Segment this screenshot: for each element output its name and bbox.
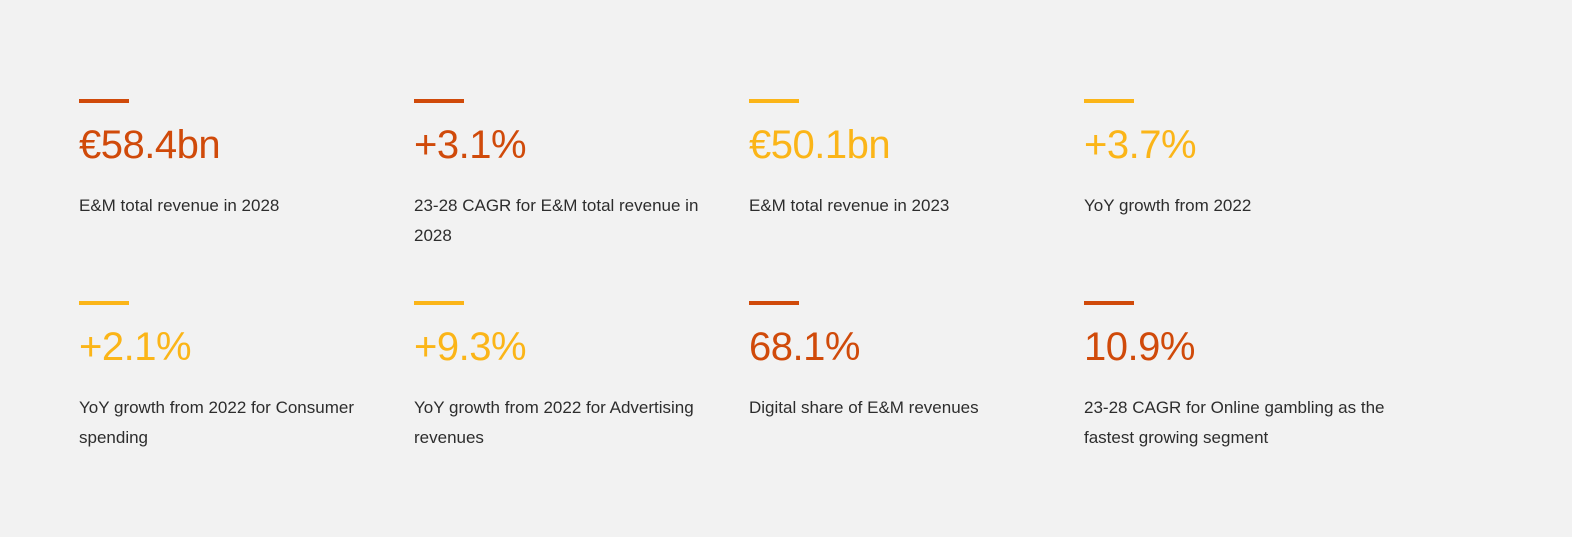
stat-description: YoY growth from 2022 for Advertising rev… xyxy=(414,398,694,447)
stat-description: 23-28 CAGR for E&M total revenue in 2028 xyxy=(414,196,699,245)
stat-card-digital-share: 68.1% Digital share of E&M revenues xyxy=(749,301,1084,503)
stat-value: 10.9% xyxy=(1084,325,1195,369)
stat-value: +2.1% xyxy=(79,325,192,369)
stats-row-1: €58.4bn E&M total revenue in 2028 +3.1% … xyxy=(79,99,1419,301)
stat-description: E&M total revenue in 2023 xyxy=(749,196,950,215)
stat-card-revenue-2028: €58.4bn E&M total revenue in 2028 xyxy=(79,99,414,301)
stat-description: 23-28 CAGR for Online gambling as the fa… xyxy=(1084,398,1385,447)
stat-card-online-gambling: 10.9% 23-28 CAGR for Online gambling as … xyxy=(1084,301,1419,503)
stat-card-consumer-spending: +2.1% YoY growth from 2022 for Consumer … xyxy=(79,301,414,503)
stat-value: +9.3% xyxy=(414,325,527,369)
stat-card-revenue-2023: €50.1bn E&M total revenue in 2023 xyxy=(749,99,1084,301)
stat-description: YoY growth from 2022 for Consumer spendi… xyxy=(79,398,354,447)
stat-value: 68.1% xyxy=(749,325,860,369)
stats-grid: €58.4bn E&M total revenue in 2028 +3.1% … xyxy=(79,99,1419,503)
accent-bar xyxy=(79,301,129,305)
accent-bar xyxy=(414,99,464,103)
stat-card-cagr-2028: +3.1% 23-28 CAGR for E&M total revenue i… xyxy=(414,99,749,301)
stat-value: €58.4bn xyxy=(79,123,221,167)
accent-bar xyxy=(79,99,129,103)
accent-bar xyxy=(1084,301,1134,305)
stat-description: Digital share of E&M revenues xyxy=(749,398,979,417)
stat-card-yoy-growth: +3.7% YoY growth from 2022 xyxy=(1084,99,1419,301)
stat-value: +3.1% xyxy=(414,123,527,167)
stat-description: E&M total revenue in 2028 xyxy=(79,196,280,215)
stats-row-2: +2.1% YoY growth from 2022 for Consumer … xyxy=(79,301,1419,503)
accent-bar xyxy=(749,99,799,103)
accent-bar xyxy=(1084,99,1134,103)
stat-value: +3.7% xyxy=(1084,123,1197,167)
accent-bar xyxy=(749,301,799,305)
stat-description: YoY growth from 2022 xyxy=(1084,196,1252,215)
stat-value: €50.1bn xyxy=(749,123,891,167)
stat-card-advertising-revenues: +9.3% YoY growth from 2022 for Advertisi… xyxy=(414,301,749,503)
accent-bar xyxy=(414,301,464,305)
